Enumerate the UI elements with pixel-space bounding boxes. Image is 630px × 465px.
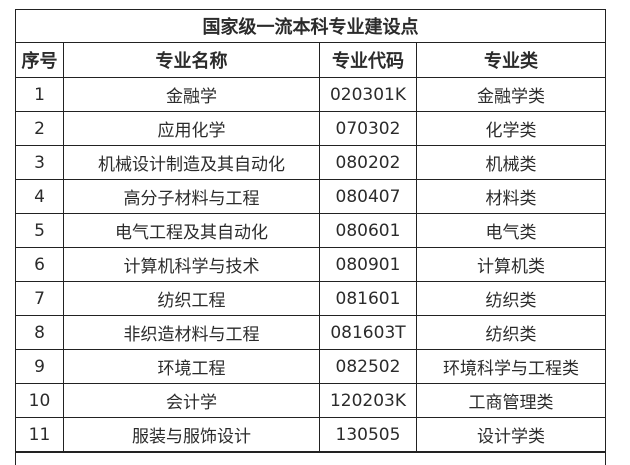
cell-major-name: 环境工程	[63, 349, 320, 384]
cell-major-category: 环境科学与工程类	[416, 349, 606, 384]
cell-major-name: 计算机科学与技术	[63, 247, 320, 282]
cell-index: 6	[15, 247, 64, 282]
cell-major-category: 金融学类	[416, 77, 606, 112]
header-major-name: 专业名称	[63, 42, 320, 78]
cell-index: 8	[15, 315, 64, 350]
table-row: 8 非织造材料与工程 081603T 纺织类	[15, 315, 606, 350]
cell-major-category: 机械类	[416, 145, 606, 180]
table-row: 9 环境工程 082502 环境科学与工程类	[15, 349, 606, 384]
table-title-row: 国家级一流本科专业建设点	[15, 9, 606, 43]
cell-major-code: 080202	[319, 145, 417, 180]
cell-major-code: 020301K	[319, 77, 417, 112]
cell-major-code: 080601	[319, 213, 417, 248]
table-row: 10 会计学 120203K 工商管理类	[15, 383, 606, 418]
cell-major-name: 金融学	[63, 77, 320, 112]
table-header-row: 序号 专业名称 专业代码 专业类	[15, 42, 606, 78]
cell-major-name: 非织造材料与工程	[63, 315, 320, 350]
cell-index: 2	[15, 111, 64, 146]
header-major-category: 专业类	[416, 42, 606, 78]
cell-major-code: 081603T	[319, 315, 417, 350]
cell-major-code: 082502	[319, 349, 417, 384]
cell-major-category: 设计学类	[416, 417, 606, 453]
cell-major-code: 130505	[319, 417, 417, 453]
cell-major-name: 服装与服饰设计	[63, 417, 320, 453]
table-row: 3 机械设计制造及其自动化 080202 机械类	[15, 145, 606, 180]
table-row: 6 计算机科学与技术 080901 计算机类	[15, 247, 606, 282]
table-row: 11 服装与服饰设计 130505 设计学类	[15, 417, 606, 453]
table-row: 7 纺织工程 081601 纺织类	[15, 281, 606, 316]
cell-major-category: 材料类	[416, 179, 606, 214]
cell-major-name: 纺织工程	[63, 281, 320, 316]
cell-index: 3	[15, 145, 64, 180]
table-title: 国家级一流本科专业建设点	[15, 9, 606, 43]
cell-major-category: 工商管理类	[416, 383, 606, 418]
cell-major-category: 纺织类	[416, 281, 606, 316]
cell-major-name: 高分子材料与工程	[63, 179, 320, 214]
cell-index: 5	[15, 213, 64, 248]
cell-index: 9	[15, 349, 64, 384]
header-major-code: 专业代码	[319, 42, 417, 78]
header-index: 序号	[15, 42, 64, 78]
majors-table: 国家级一流本科专业建设点 序号 专业名称 专业代码 专业类 1 金融学 020301…	[15, 9, 606, 465]
cell-major-category: 电气类	[416, 213, 606, 248]
cell-major-category: 纺织类	[416, 315, 606, 350]
cell-major-code: 080901	[319, 247, 417, 282]
cell-index: 1	[15, 77, 64, 112]
cell-major-name: 会计学	[63, 383, 320, 418]
table-row: 2 应用化学 070302 化学类	[15, 111, 606, 146]
cell-index: 4	[15, 179, 64, 214]
table-row: 5 电气工程及其自动化 080601 电气类	[15, 213, 606, 248]
cell-major-code: 070302	[319, 111, 417, 146]
cell-major-name: 机械设计制造及其自动化	[63, 145, 320, 180]
cell-major-code: 081601	[319, 281, 417, 316]
cell-major-code: 120203K	[319, 383, 417, 418]
cell-major-name: 电气工程及其自动化	[63, 213, 320, 248]
table-row: 1 金融学 020301K 金融学类	[15, 77, 606, 112]
cell-major-code: 080407	[319, 179, 417, 214]
cell-index: 7	[15, 281, 64, 316]
cell-major-category: 化学类	[416, 111, 606, 146]
cell-index: 10	[15, 383, 64, 418]
cell-major-category: 计算机类	[416, 247, 606, 282]
cell-index: 11	[15, 417, 64, 453]
table-row: 4 高分子材料与工程 080407 材料类	[15, 179, 606, 214]
cell-major-name: 应用化学	[63, 111, 320, 146]
